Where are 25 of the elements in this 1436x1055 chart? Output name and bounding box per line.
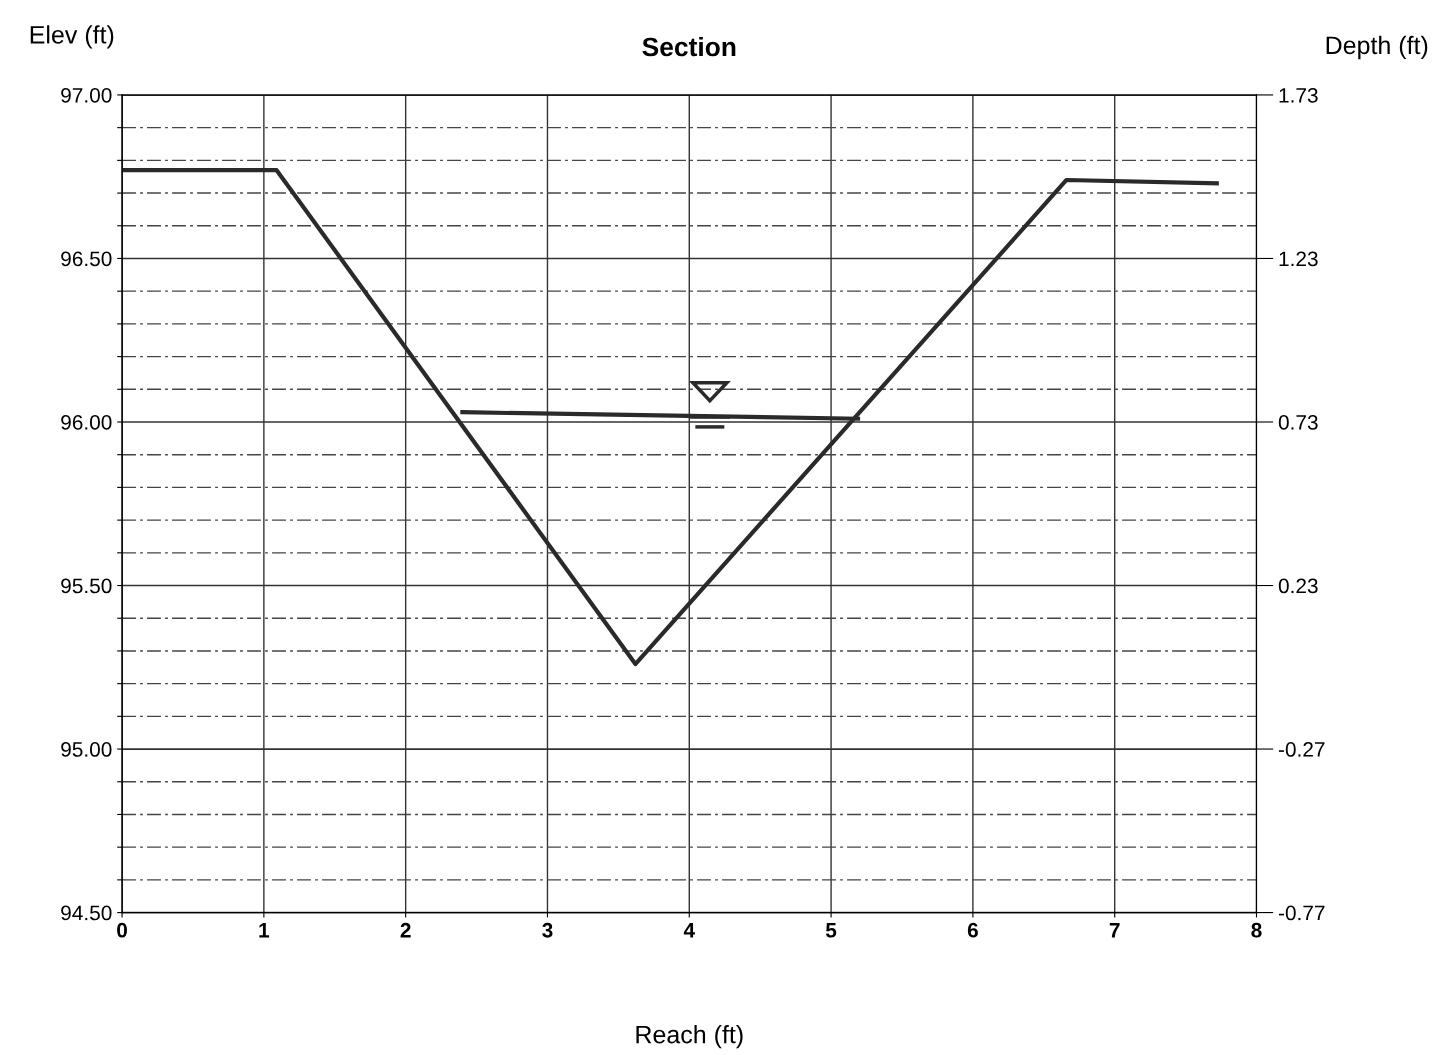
y-tick-label: 95.00 — [61, 742, 112, 757]
y2-tick-label: -0.27 — [1278, 742, 1325, 757]
x-tick-label: 0 — [117, 922, 127, 938]
x-tick-label: 1 — [259, 923, 270, 938]
y2-tick-label: -0.77 — [1278, 905, 1325, 921]
x-axis-title: Reach (ft) — [636, 1025, 743, 1049]
y-tick-label: 95.50 — [61, 578, 112, 594]
x-tick-label: 2 — [400, 922, 411, 938]
y2-tick-label: 1.73 — [1279, 87, 1318, 103]
y-axis-title: Elev (ft) — [30, 25, 114, 49]
x-tick-label: 7 — [1109, 923, 1120, 938]
y-tick-label: 97.00 — [61, 87, 112, 103]
y2-tick-label: 0.23 — [1278, 578, 1318, 594]
y-tick-label: 96.50 — [61, 251, 112, 267]
y-tick-label: 94.50 — [61, 905, 112, 921]
y2-tick-label: 1.23 — [1279, 251, 1318, 267]
y-tick-label: 96.00 — [61, 415, 112, 430]
y2-axis-title: Depth (ft) — [1326, 35, 1428, 60]
chart-title: Section — [642, 36, 736, 57]
y2-tick-label: 0.73 — [1278, 415, 1318, 430]
x-tick-label: 4 — [683, 923, 695, 938]
x-tick-label: 6 — [967, 922, 978, 938]
x-tick-label: 5 — [825, 923, 837, 938]
x-tick-label: 3 — [542, 922, 553, 938]
x-tick-label: 8 — [1251, 922, 1262, 938]
